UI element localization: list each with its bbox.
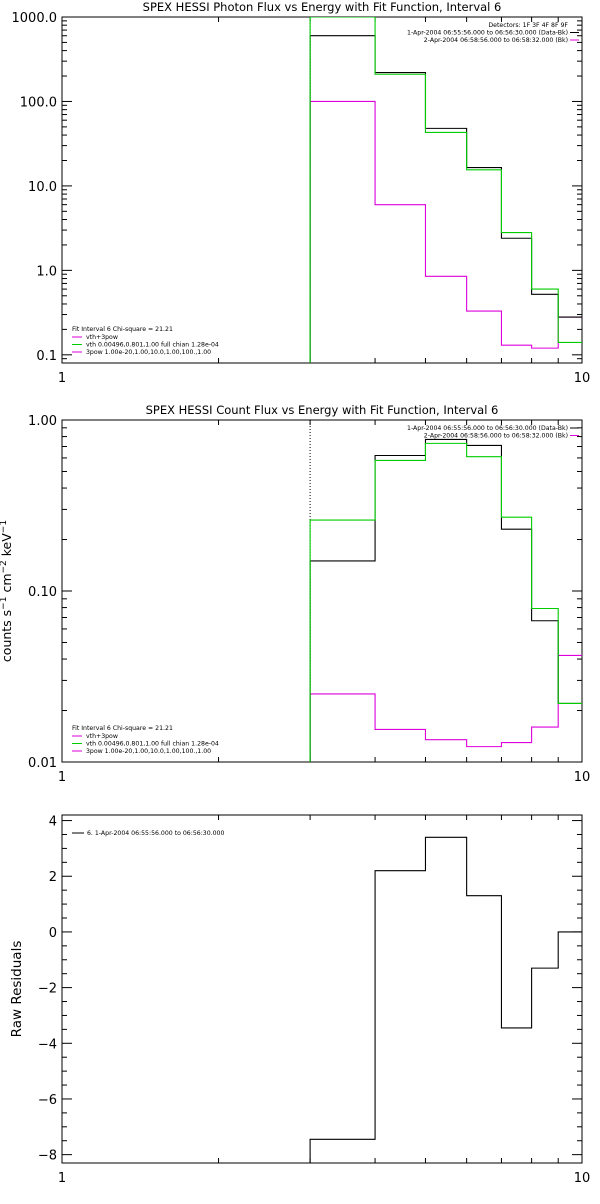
y-tick-label: 10.0 (28, 180, 57, 195)
y-tick-label: 1.0 (36, 264, 57, 279)
x-tick-label: 10 (574, 770, 591, 785)
chart-panel-3: 1 10 4 2 0 −2 −4 −6 −8 Raw Residuals 6. 1-Apr-2004… (9, 814, 591, 1186)
x-tick-label: 1 (58, 1171, 66, 1186)
fit-legend-entry: 3pow 1.00e-20,1.00,10.0,1.00,100.,1.00 (86, 748, 211, 755)
legend-entry: Detectors: 1F 3F 4F 8F 9F (488, 22, 568, 29)
y-tick-label: −6 (38, 1093, 57, 1108)
y-tick-label: 1.00 (28, 414, 57, 429)
series-line-3 (309, 17, 582, 363)
y-axis-label: counts s−1 cm−2 keV−1 (0, 520, 14, 662)
y-axis-label-sup: −2 (0, 560, 9, 573)
fit-legend-entry: vth+3pow (86, 334, 118, 341)
fit-legend-header: Fit Interval 6 Chi-square = 21.21 (72, 326, 173, 333)
y-tick-label: 0.01 (28, 756, 57, 771)
y-tick-label: 4 (49, 815, 57, 830)
x-tick-label: 10 (574, 371, 591, 386)
fit-legend-header: Fit Interval 6 Chi-square = 21.21 (72, 725, 173, 732)
y-tick-label: 100.0 (20, 95, 57, 110)
y-tick-label: 1000.0 (12, 11, 58, 26)
x-tick-label: 1 (58, 770, 66, 785)
plot-data (309, 420, 582, 762)
series-line-1 (309, 35, 582, 363)
series-line-1 (309, 836, 582, 1163)
fit-legend-entry: 3pow 1.00e-20,1.00,10.0,1.00,100.,1.00 (86, 349, 211, 356)
y-tick-label: −8 (38, 1149, 57, 1164)
chart-panel-1: SPEX HESSI Photon Flux vs Energy with Fi… (12, 0, 591, 386)
x-tick-label: 1 (58, 371, 66, 386)
y-tick-label: 0 (49, 926, 57, 941)
y-axis-label-part: cm (0, 574, 14, 597)
chart-title: SPEX HESSI Count Flux vs Energy with Fit… (146, 403, 499, 417)
x-tick-label: 10 (574, 1171, 591, 1186)
y-axis-label-sup: −1 (0, 520, 9, 533)
y-tick-label: −4 (38, 1037, 57, 1052)
legend-entry: 1-Apr-2004 06:55:56.000 to 06:56:30.000 … (407, 425, 568, 432)
y-axis-label-sup: −1 (0, 597, 9, 610)
y-tick-label: 2 (49, 870, 57, 885)
y-axis-label: Raw Residuals (9, 941, 25, 1038)
series-line-2 (309, 654, 582, 762)
series-line-2 (309, 100, 582, 363)
plot-frame (61, 419, 583, 763)
fit-legend-entry: vth 0.00496,0.801,1.00 full chian 1.28e-… (86, 741, 219, 748)
legend-entry: 6. 1-Apr-2004 06:55:56.000 to 06:56:30.0… (87, 830, 224, 837)
plot-data (309, 17, 582, 363)
legend-entry: 2-Apr-2004 06:58:56.000 to 06:58:32.000 … (424, 37, 568, 44)
legend-entry: 2-Apr-2004 06:58:56.000 to 06:58:32.000 … (424, 433, 568, 440)
series-line-3 (309, 442, 582, 762)
fit-legend-entry: vth+3pow (86, 733, 118, 740)
y-tick-label: 0.10 (28, 585, 57, 600)
chart-panel-2: SPEX HESSI Count Flux vs Energy with Fit… (0, 403, 590, 785)
y-axis-label-part: keV (0, 533, 14, 560)
fit-legend-entry: vth 0.00496,0.801,1.00 full chian 1.28e-… (86, 342, 219, 349)
legend-entry: 1-Apr-2004 06:55:56.000 to 06:56:30.000 … (407, 30, 568, 37)
series-line-1 (309, 438, 582, 762)
y-tick-label: −2 (38, 982, 57, 997)
plot-frame (61, 814, 583, 1164)
plot-data (309, 836, 582, 1163)
y-tick-label: 0.1 (36, 349, 57, 364)
chart-title: SPEX HESSI Photon Flux vs Energy with Fi… (143, 0, 502, 14)
plot-frame (61, 16, 583, 364)
